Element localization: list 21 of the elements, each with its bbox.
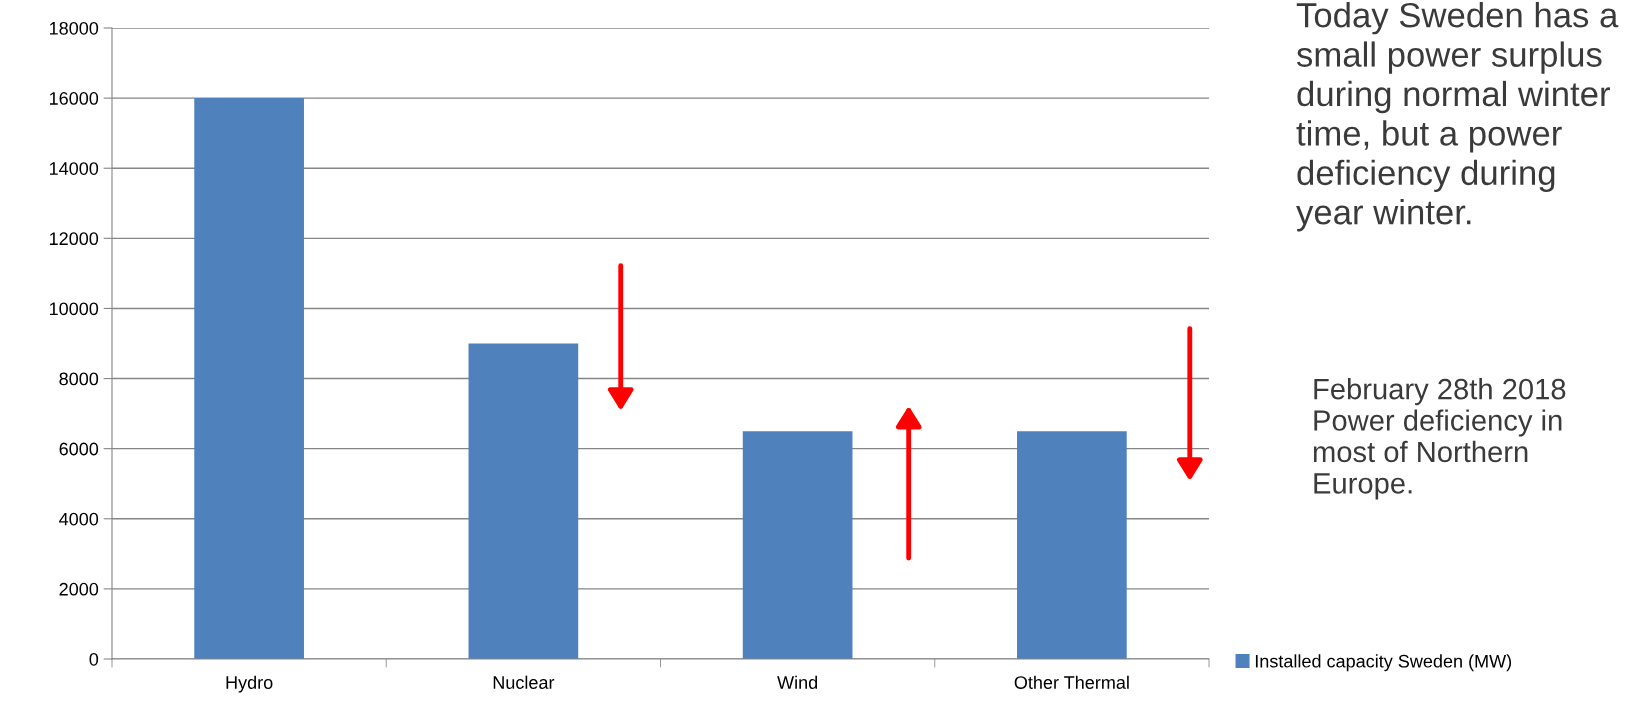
x-tick-label: Nuclear: [493, 675, 555, 689]
y-tick-label: 4000: [59, 512, 99, 526]
y-tick-label: 16000: [49, 92, 99, 105]
bar: [742, 431, 853, 659]
y-tick-label: 12000: [49, 232, 99, 246]
x-tick-label: Wind: [777, 675, 818, 689]
y-tick-label: 10000: [49, 302, 99, 316]
text: February 28th 2018 Power deficiency in most of Northern Europe.: [1313, 378, 1566, 500]
bar: [468, 343, 579, 659]
y-tick-label: 18000: [49, 21, 99, 35]
x-tick-label: Hydro: [226, 675, 273, 693]
bar: [1017, 431, 1127, 659]
y-tick-label: 8000: [59, 372, 99, 386]
x-tick-label: Other Thermal: [1014, 675, 1129, 689]
y-tick-label: 2000: [59, 582, 99, 596]
legend-label: Installed capacity Sweden (MW): [1255, 654, 1512, 672]
bar: [194, 98, 304, 659]
y-tick-label: 0: [89, 652, 99, 666]
y-tick-label: 6000: [59, 442, 99, 456]
y-tick-label: 14000: [49, 162, 99, 175]
text: Today Sweden has a small power surplus during normal winter time, but a power deficiency during year winter.: [1296, 2, 1619, 232]
